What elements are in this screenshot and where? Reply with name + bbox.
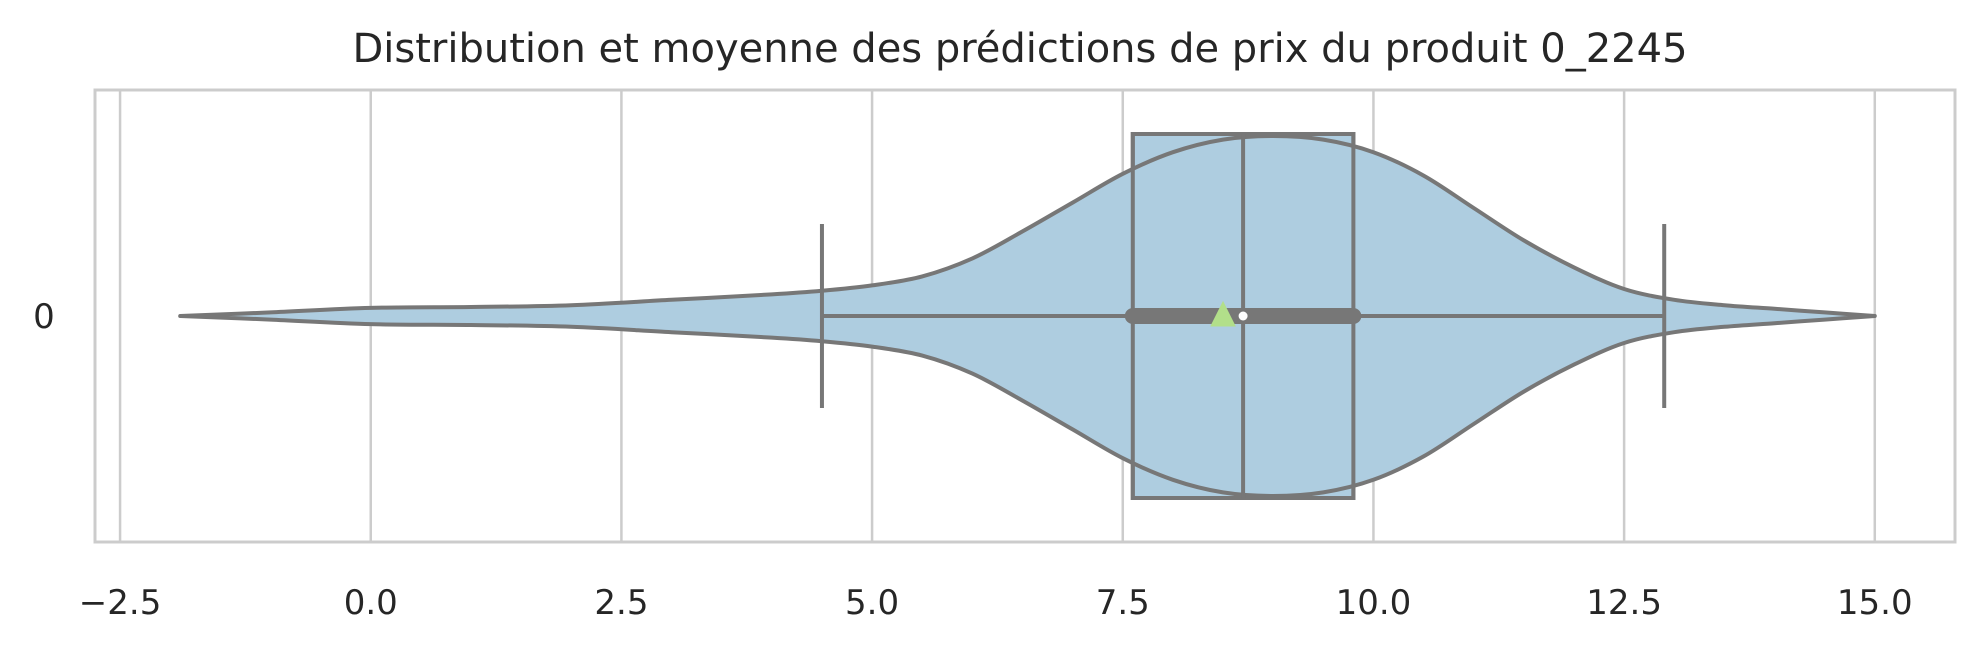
violin-outline — [178, 134, 1877, 498]
x-tick-label: 7.5 — [1096, 583, 1150, 623]
x-tick-label: 12.5 — [1586, 583, 1662, 623]
plot-area — [178, 132, 1877, 500]
x-axis-ticks: −2.5 0.0 2.5 5.0 7.5 10.0 12.5 15.0 — [79, 583, 1913, 623]
x-tick-label: 0.0 — [344, 583, 398, 623]
x-tick-label: −2.5 — [79, 583, 162, 623]
x-tick-label: 15.0 — [1837, 583, 1913, 623]
x-tick-label: 2.5 — [594, 583, 648, 623]
plot-frame — [93, 88, 1957, 544]
x-tick-label: 10.0 — [1336, 583, 1412, 623]
y-axis-ticks: 0 — [33, 297, 55, 337]
x-tick-label: 5.0 — [845, 583, 899, 623]
median-dot — [1238, 311, 1248, 321]
mean-marker — [1210, 300, 1236, 327]
chart-title: Distribution et moyenne des prédictions … — [352, 26, 1687, 72]
y-tick-label: 0 — [33, 297, 55, 337]
